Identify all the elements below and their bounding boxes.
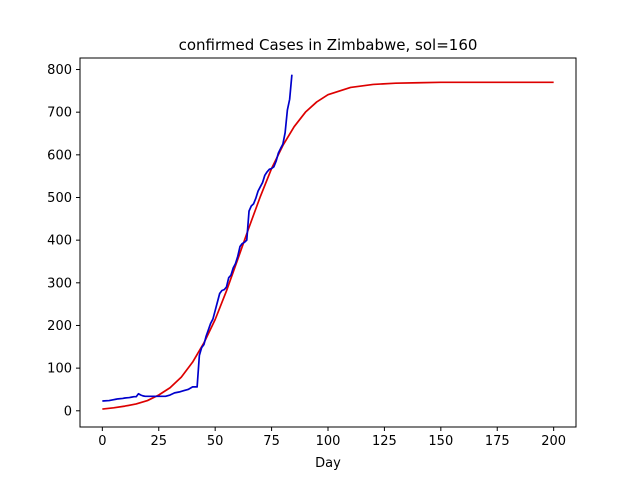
x-tick-label: 50 (207, 434, 224, 449)
plot-frame (79, 57, 577, 428)
y-tick-label: 0 (64, 404, 72, 419)
x-tick-label: 125 (372, 434, 397, 449)
y-tick-label: 600 (47, 148, 72, 163)
y-tick-label: 300 (47, 276, 72, 291)
x-tick-label: 0 (98, 434, 106, 449)
y-tick-label: 400 (47, 234, 72, 249)
y-tick-label: 500 (47, 191, 72, 206)
plot-lines (102, 74, 554, 410)
x-tick-label: 150 (428, 434, 453, 449)
chart-title: confirmed Cases in Zimbabwe, sol=160 (179, 36, 478, 54)
axis-ticks: 0 25 50 75 100 125 150 175 200 0 100 200 300 400 500 60… (47, 63, 566, 449)
series-line-0 (102, 74, 293, 402)
x-tick-label: 175 (485, 434, 510, 449)
x-tick-label: 200 (541, 434, 566, 449)
x-tick-label: 100 (316, 434, 341, 449)
x-tick-label: 75 (263, 434, 280, 449)
y-tick-label: 800 (47, 63, 72, 78)
y-tick-label: 100 (47, 362, 72, 377)
x-tick-label: 25 (150, 434, 167, 449)
y-tick-label: 200 (47, 319, 72, 334)
y-tick-label: 700 (47, 106, 72, 121)
x-axis-label: Day (315, 456, 341, 471)
